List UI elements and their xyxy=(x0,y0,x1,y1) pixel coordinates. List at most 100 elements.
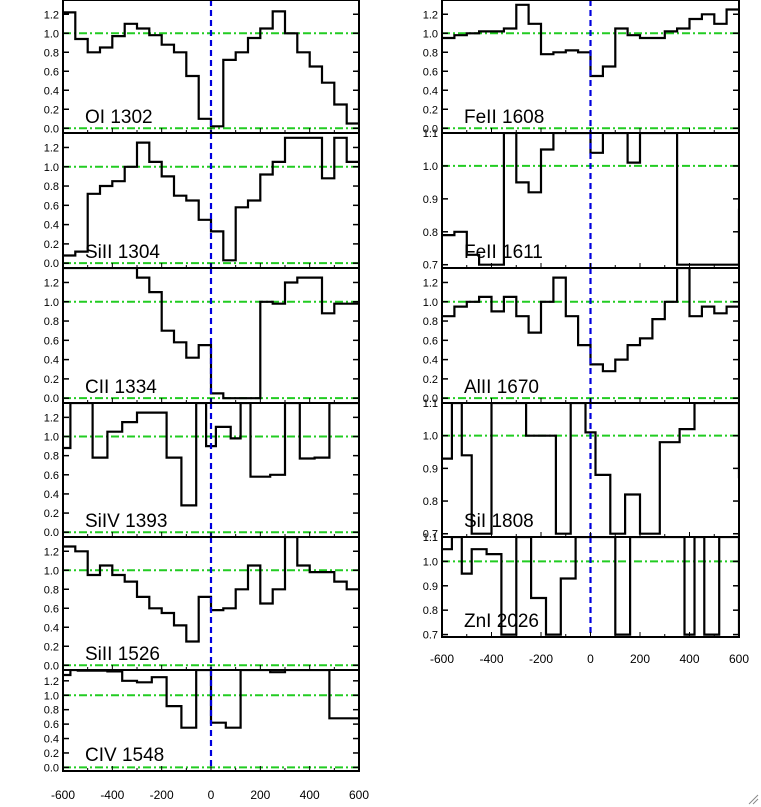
y-tick-label: 0.8 xyxy=(44,181,59,193)
y-tick-label: 1.0 xyxy=(44,297,59,309)
y-tick-label: 1.1 xyxy=(423,128,438,140)
y-tick-label: 0.9 xyxy=(423,581,438,593)
x-tick-label: -400 xyxy=(479,652,503,666)
y-tick-label: 0.4 xyxy=(44,622,59,634)
y-tick-label: 1.2 xyxy=(44,9,59,21)
x-tick-label: 200 xyxy=(250,788,270,802)
y-tick-label: 1.2 xyxy=(44,277,59,289)
spectrum-series xyxy=(442,537,739,636)
y-tick-label: 1.0 xyxy=(423,161,438,173)
y-tick-label: 0.0 xyxy=(44,393,59,405)
y-tick-label: 0.9 xyxy=(423,463,438,475)
y-tick-label: 0.2 xyxy=(44,374,59,386)
resize-grip-icon[interactable] xyxy=(747,793,759,805)
x-tick-label: 600 xyxy=(349,788,369,802)
y-tick-label: 0.4 xyxy=(44,85,59,97)
spectrum-series xyxy=(63,136,359,262)
panel-oi-1302: 0.0 0.2 0.4 0.6 0.8 1.0 1.2 OI 1302 xyxy=(44,0,360,135)
y-tick-label: 0.7 xyxy=(423,630,438,642)
panel-siiv-1393: 0.0 0.2 0.4 0.6 0.8 1.0 1.2 SiIV 1393 xyxy=(44,402,360,539)
y-tick-label: 0.0 xyxy=(44,660,59,672)
y-tick-label: 0.4 xyxy=(44,489,59,501)
y-tick-label: 0.6 xyxy=(44,66,59,78)
x-axis-labels-col1: -600 -400 -200 0 200 400 600 xyxy=(51,788,369,802)
y-tick-label: 0.0 xyxy=(44,123,59,135)
panel-feii-1608: 0.0 0.2 0.4 0.6 0.8 1.0 1.2 FeII 1608 xyxy=(423,0,740,135)
spectrum-series xyxy=(442,403,739,535)
y-tick-label: 0.8 xyxy=(44,316,59,328)
y-tick-label: 0.6 xyxy=(44,470,59,482)
x-tick-label: -600 xyxy=(430,652,454,666)
y-tick-label: 0.4 xyxy=(423,85,438,97)
y-tick-label: 0.6 xyxy=(44,603,59,615)
y-tick-label: 0.2 xyxy=(44,508,59,520)
y-tick-label: 0.8 xyxy=(44,584,59,596)
x-tick-label: -200 xyxy=(529,652,553,666)
y-tick-label: 0.0 xyxy=(44,258,59,270)
y-tick-label: 0.2 xyxy=(44,239,59,251)
y-tick-label: 1.0 xyxy=(423,28,438,40)
y-tick-label: 0.0 xyxy=(44,527,59,539)
spectrum-series xyxy=(63,670,359,729)
line-label: CII 1334 xyxy=(85,377,157,398)
y-tick-label: 1.1 xyxy=(423,532,438,544)
y-tick-label: 0.2 xyxy=(44,104,59,116)
line-label: SiII 1304 xyxy=(85,242,160,263)
x-axis-labels-col2: -600 -400 -200 0 200 400 600 xyxy=(430,652,749,666)
line-label: AlII 1670 xyxy=(464,377,539,398)
spectrum-series xyxy=(63,537,359,643)
line-label: FeII 1608 xyxy=(464,107,544,128)
y-tick-label: 0.6 xyxy=(44,200,59,212)
y-tick-label: 1.0 xyxy=(44,162,59,174)
y-tick-label: 1.2 xyxy=(44,546,59,558)
y-tick-label: 0.2 xyxy=(44,641,59,653)
panel-sii-1808: 0.7 0.8 0.9 1.0 1.1 SiI 1808 xyxy=(423,398,740,541)
line-label: SiI 1808 xyxy=(464,511,534,532)
x-tick-label: -200 xyxy=(150,788,174,802)
y-tick-label: 0.0 xyxy=(423,123,438,135)
x-tick-label: 0 xyxy=(208,788,215,802)
y-tick-label: 0.8 xyxy=(423,227,438,239)
panel-civ-1548: 0.0 0.2 0.4 0.6 0.8 1.0 1.2 CIV 1548 xyxy=(44,669,360,774)
y-tick-label: 0.8 xyxy=(44,451,59,463)
y-tick-label: 0.6 xyxy=(44,335,59,347)
y-tick-label: 1.0 xyxy=(44,565,59,577)
x-tick-label: 200 xyxy=(630,652,650,666)
y-tick-label: 0.6 xyxy=(423,66,438,78)
panels-layer: 0.0 0.2 0.4 0.6 0.8 1.0 1.2 OI 1302 0.0 0.2 0.4 0.6… xyxy=(44,0,749,802)
y-tick-label: 0.8 xyxy=(423,316,438,328)
y-tick-label: 0.8 xyxy=(423,605,438,617)
panel-cii-1334: 0.0 0.2 0.4 0.6 0.8 1.0 1.2 CII 1334 xyxy=(44,267,360,405)
y-tick-label: 0.6 xyxy=(423,335,438,347)
y-tick-label: 0.9 xyxy=(423,194,438,206)
y-tick-label: 1.0 xyxy=(423,431,438,443)
y-tick-label: 0.2 xyxy=(44,748,59,760)
spectrum-series xyxy=(442,133,739,266)
y-tick-label: 1.0 xyxy=(44,432,59,444)
y-tick-label: 0.8 xyxy=(44,705,59,717)
y-tick-label: 1.0 xyxy=(423,556,438,568)
x-tick-label: 400 xyxy=(679,652,699,666)
y-tick-label: 0.8 xyxy=(423,47,438,59)
panel-zni-2026: 0.7 0.8 0.9 1.0 1.1 ZnI 2026 xyxy=(423,532,740,642)
x-tick-label: 600 xyxy=(729,652,749,666)
y-tick-label: 0.8 xyxy=(44,47,59,59)
y-tick-label: 1.2 xyxy=(44,412,59,424)
y-tick-label: 0.4 xyxy=(44,220,59,232)
y-tick-label: 1.0 xyxy=(44,28,59,40)
line-label: SiII 1526 xyxy=(85,644,160,665)
spectrum-series xyxy=(442,268,739,373)
y-tick-label: 0.7 xyxy=(423,529,438,541)
line-label: CIV 1548 xyxy=(85,745,164,766)
y-tick-label: 1.2 xyxy=(423,277,438,289)
y-tick-label: 1.0 xyxy=(423,297,438,309)
spectrum-series xyxy=(63,10,359,128)
y-tick-label: 0.2 xyxy=(423,374,438,386)
y-tick-label: 0.4 xyxy=(44,355,59,367)
y-tick-label: 1.1 xyxy=(423,398,438,410)
spectrum-series xyxy=(63,403,359,507)
y-tick-label: 0.4 xyxy=(44,734,59,746)
line-label: OI 1302 xyxy=(85,107,153,128)
y-tick-label: 0.2 xyxy=(423,104,438,116)
